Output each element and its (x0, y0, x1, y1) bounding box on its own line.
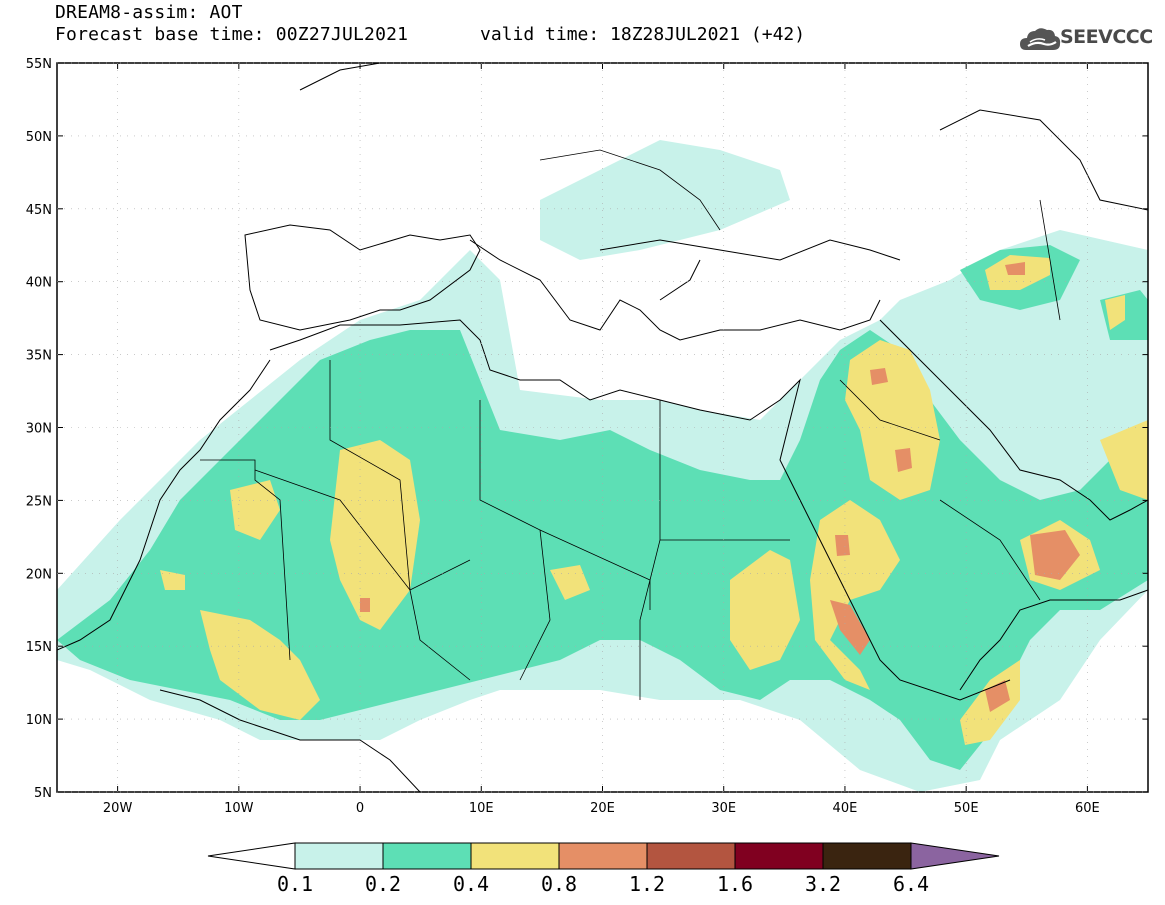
lat-label: 15N (26, 640, 52, 655)
colorbar: 0.1 0.2 0.4 0.8 1.2 1.6 3.2 6.4 (207, 842, 1000, 896)
cloud-icon (1020, 28, 1061, 50)
country-borders (200, 149, 1061, 700)
lon-label: 0 (356, 801, 364, 816)
colorbar-swatch (822, 842, 912, 870)
colorbar-swatch (646, 842, 736, 870)
colorbar-high-arrow (910, 842, 1000, 870)
colorbar-label: 0.2 (365, 872, 401, 896)
lat-label: 25N (26, 494, 52, 509)
colorbar-swatch (558, 842, 648, 870)
colorbar-swatch (734, 842, 824, 870)
lat-label: 5N (34, 786, 52, 801)
aot-level-0-8 (360, 262, 1080, 712)
aot-level-0-4 (160, 255, 1148, 745)
lon-label: 20E (590, 801, 615, 816)
colorbar-swatch (382, 842, 472, 870)
lat-label: 50N (26, 130, 52, 145)
longitude-axis: 20W 10W 0 10E 20E 30E 40E 50E 60E (103, 63, 1100, 816)
latitude-axis: 55N 50N 45N 40N 35N 30N 25N 20N 15N 10N 5N (26, 57, 1148, 801)
lon-label: 10E (469, 801, 494, 816)
lat-label: 40N (26, 276, 52, 291)
colorbar-swatch (294, 842, 384, 870)
lat-label: 45N (26, 203, 52, 218)
colorbar-label: 3.2 (805, 872, 841, 896)
colorbar-label: 6.4 (893, 872, 929, 896)
logo-text: SEEVCCC (1060, 26, 1153, 48)
coastlines (57, 63, 1148, 792)
colorbar-label: 0.8 (541, 872, 577, 896)
lon-label: 60E (1075, 801, 1100, 816)
colorbar-low-arrow (207, 842, 296, 870)
forecast-base-time: Forecast base time: 00Z27JUL2021 (55, 24, 409, 45)
lon-label: 10W (224, 801, 254, 816)
lon-label: 40E (833, 801, 858, 816)
colorbar-label: 1.2 (629, 872, 665, 896)
lat-label: 20N (26, 567, 52, 582)
map-title: DREAM8-assim: AOT (55, 2, 243, 23)
colorbar-label: 1.6 (717, 872, 753, 896)
lon-label: 20W (103, 801, 133, 816)
lon-label: 30E (711, 801, 736, 816)
lat-label: 35N (26, 349, 52, 364)
lat-label: 30N (26, 422, 52, 437)
lon-label: 50E (954, 801, 979, 816)
colorbar-swatch (470, 842, 560, 870)
colorbar-label: 0.4 (453, 872, 489, 896)
lat-label: 10N (26, 713, 52, 728)
colorbar-label: 0.1 (277, 872, 313, 896)
valid-time: valid time: 18Z28JUL2021 (+42) (480, 24, 806, 45)
lat-label: 55N (26, 57, 52, 72)
